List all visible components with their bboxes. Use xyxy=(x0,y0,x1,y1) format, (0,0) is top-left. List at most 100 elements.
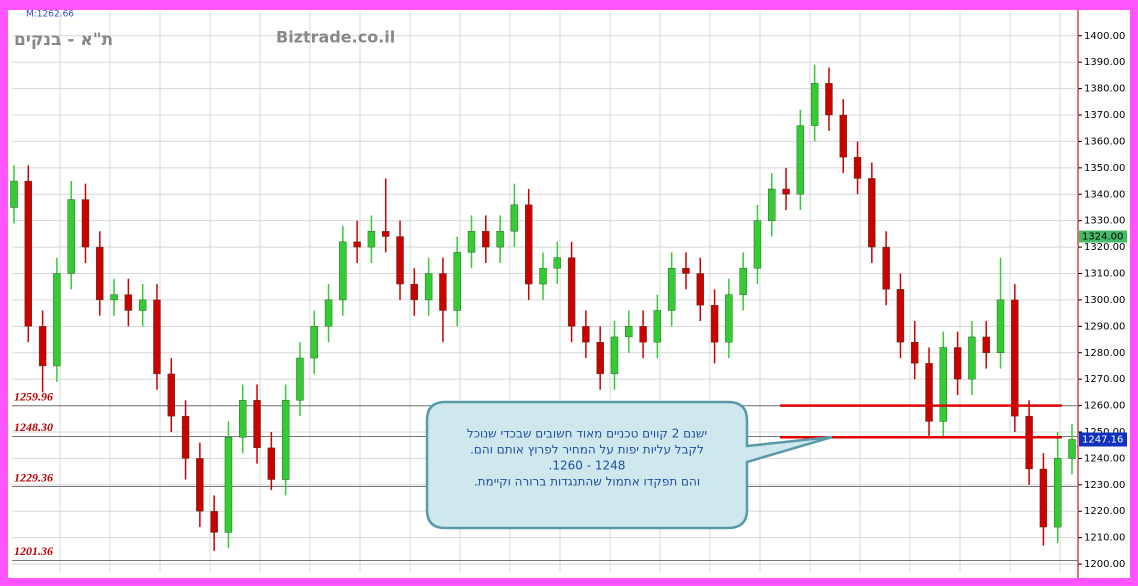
callout-text: לקבל עליות יפות על המחיר לפרוץ אותם והם. xyxy=(470,443,704,457)
candle-body xyxy=(739,268,747,295)
candle-body xyxy=(281,400,290,480)
candle-body xyxy=(181,415,190,459)
y-tick-label: 1220.00 xyxy=(1084,506,1125,517)
candle-body xyxy=(196,458,204,512)
max-label: M:1262.66 xyxy=(26,10,74,20)
y-tick-label: 1310.00 xyxy=(1084,269,1125,280)
candle-body xyxy=(1025,415,1033,470)
candle-body xyxy=(96,246,104,301)
candle-body xyxy=(882,246,890,290)
candle-body xyxy=(782,188,790,195)
candle-body xyxy=(382,231,390,237)
candle-body xyxy=(267,447,276,480)
candle-body xyxy=(296,357,304,401)
candle-body xyxy=(696,273,704,306)
candle-body xyxy=(482,231,490,248)
candle-body xyxy=(1039,468,1048,528)
y-tick-label: 1240.00 xyxy=(1084,453,1125,464)
candle-body xyxy=(424,273,433,301)
y-tick-label: 1270.00 xyxy=(1084,374,1125,385)
chart-title: ת"א - בנקים xyxy=(14,30,113,50)
marker-price-box xyxy=(1079,230,1127,243)
y-tick-label: 1300.00 xyxy=(1084,295,1125,306)
candle-body xyxy=(553,257,561,269)
candle-body xyxy=(24,180,32,327)
candle-body xyxy=(210,511,218,533)
candle-body xyxy=(224,437,233,533)
y-tick-label: 1400.00 xyxy=(1084,31,1125,42)
candle-body xyxy=(968,336,976,380)
y-tick-label: 1230.00 xyxy=(1084,480,1125,491)
candle-body xyxy=(567,257,576,327)
candle-body xyxy=(138,299,147,311)
candle-body xyxy=(953,347,962,380)
candle-body xyxy=(982,336,990,353)
candle-body xyxy=(539,268,547,285)
candle-body xyxy=(796,125,805,195)
candle-body xyxy=(253,400,261,449)
candle-body xyxy=(653,310,662,343)
candle-body xyxy=(825,83,833,116)
y-tick-label: 1280.00 xyxy=(1084,348,1125,359)
candle-body xyxy=(868,178,876,248)
candle-body xyxy=(596,341,604,375)
candle-body xyxy=(768,188,776,221)
candle-body xyxy=(911,341,919,364)
candle-body xyxy=(153,299,161,375)
y-tick-label: 1390.00 xyxy=(1084,57,1125,68)
y-tick-label: 1210.00 xyxy=(1084,533,1125,544)
level-label: 1201.36 xyxy=(14,544,53,558)
y-tick-label: 1360.00 xyxy=(1084,136,1125,147)
candle-body xyxy=(896,289,905,343)
candle-body xyxy=(925,363,933,422)
candle-body xyxy=(367,231,376,248)
candle-body xyxy=(725,294,733,343)
candle-body xyxy=(467,231,476,253)
candle-body xyxy=(753,220,762,269)
candle-body xyxy=(38,326,47,367)
candle-body xyxy=(525,204,533,285)
candle-body xyxy=(496,231,504,248)
last-price-box xyxy=(1079,432,1127,447)
candle-body xyxy=(453,252,461,311)
y-tick-label: 1370.00 xyxy=(1084,110,1125,121)
candle-body xyxy=(439,273,447,311)
y-tick-label: 1350.00 xyxy=(1084,163,1125,174)
y-tick-label: 1340.00 xyxy=(1084,189,1125,200)
y-tick-label: 1260.00 xyxy=(1084,401,1125,412)
candle-body xyxy=(1054,458,1062,528)
callout-text: 1248 - 1260. xyxy=(549,459,626,473)
candle-body xyxy=(667,268,676,311)
candle-body xyxy=(939,347,948,422)
candle-body xyxy=(839,114,847,158)
marker-price-label: 1324.00 xyxy=(1082,232,1123,243)
y-tick-label: 1290.00 xyxy=(1084,321,1125,332)
candle-body xyxy=(110,294,118,301)
candle-body xyxy=(339,241,347,301)
candle-body xyxy=(67,199,75,274)
y-tick-label: 1320.00 xyxy=(1084,242,1125,253)
candle-body xyxy=(396,236,404,285)
level-label: 1229.36 xyxy=(14,470,53,484)
candle-body xyxy=(53,273,61,367)
y-tick-label: 1250.00 xyxy=(1084,427,1125,438)
candle-body xyxy=(810,83,819,126)
y-tick-label: 1330.00 xyxy=(1084,216,1125,227)
level-label: 1259.96 xyxy=(14,389,53,403)
candle-body xyxy=(996,299,1005,353)
candle-body xyxy=(167,373,175,417)
last-price-label: 1247.16 xyxy=(1082,435,1123,446)
candle-body xyxy=(610,336,619,375)
candle-body xyxy=(324,299,333,327)
y-tick-label: 1380.00 xyxy=(1084,84,1125,95)
candle-body xyxy=(124,294,133,311)
candle-body xyxy=(710,305,719,343)
candle-body xyxy=(682,268,690,274)
candle-body xyxy=(1011,299,1019,417)
candle-body xyxy=(353,241,361,248)
candle-body xyxy=(81,199,90,248)
candle-body xyxy=(639,326,647,343)
y-tick-label: 1200.00 xyxy=(1084,559,1125,570)
